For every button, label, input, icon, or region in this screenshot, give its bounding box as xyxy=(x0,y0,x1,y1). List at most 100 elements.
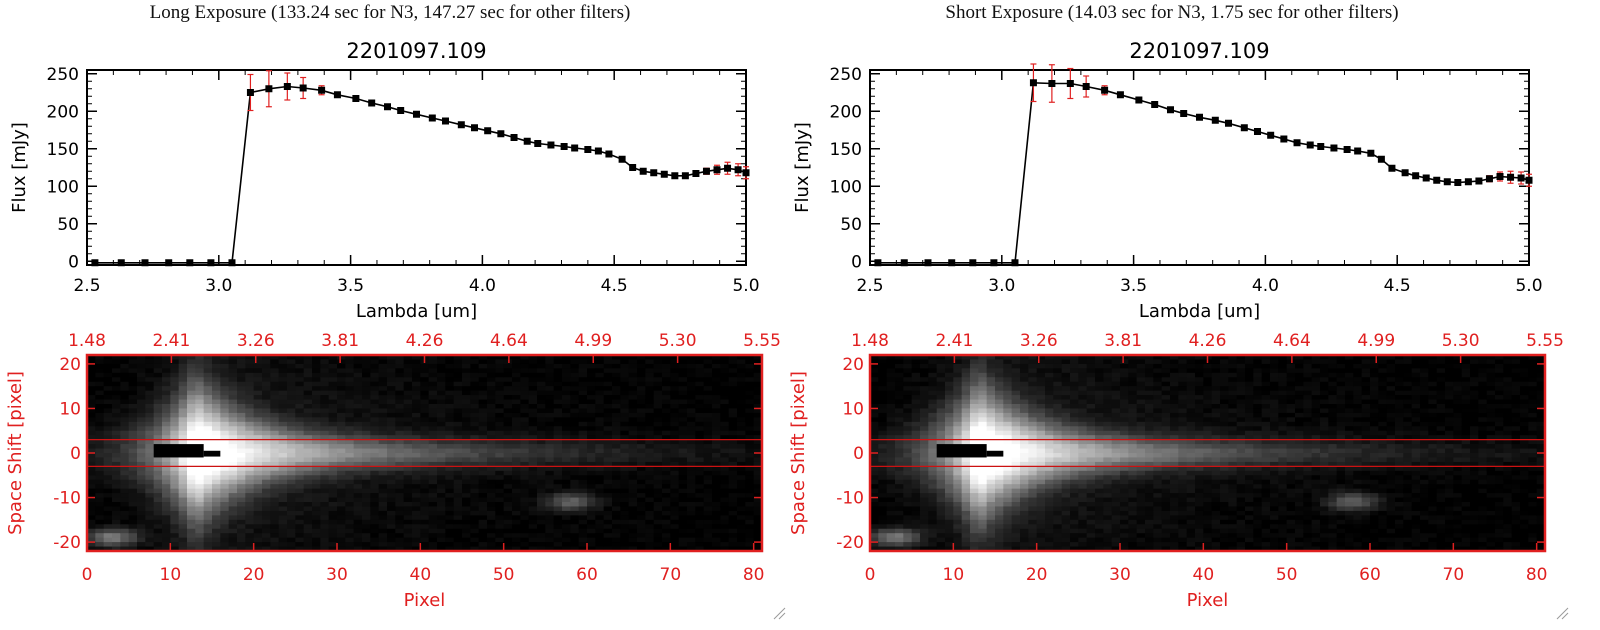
heatmap-cell xyxy=(870,368,879,374)
heatmap-cell xyxy=(553,444,563,450)
heatmap-cell xyxy=(720,386,730,392)
heatmap-cell xyxy=(562,355,571,361)
heatmap-cell xyxy=(587,475,596,481)
heatmap-cell xyxy=(1003,466,1013,472)
heatmap-cell xyxy=(237,444,246,450)
heatmap-cell xyxy=(970,381,979,387)
heatmap-cell xyxy=(662,457,671,463)
heatmap-cell xyxy=(412,470,421,476)
heatmap-cell xyxy=(503,524,513,530)
heatmap-cell xyxy=(428,484,438,490)
heatmap-cell xyxy=(995,408,1004,414)
heatmap-cell xyxy=(1003,488,1013,494)
heatmap-cell xyxy=(262,475,271,481)
heatmap-cell xyxy=(220,533,230,539)
heatmap-cell xyxy=(970,430,979,436)
heatmap-cell xyxy=(345,377,355,383)
heatmap-cell xyxy=(370,426,380,432)
heatmap-cell xyxy=(403,497,413,503)
heatmap-cell xyxy=(320,448,330,454)
heatmap-cell xyxy=(612,412,621,418)
heatmap-cell xyxy=(595,510,605,516)
heatmap-cell xyxy=(895,497,904,503)
heatmap-cell xyxy=(911,546,921,552)
heatmap-cell xyxy=(903,506,913,512)
data-point-marker xyxy=(724,164,732,172)
heatmap-cell xyxy=(278,417,288,423)
heatmap-cell xyxy=(103,546,113,552)
heatmap-cell xyxy=(528,519,538,525)
heatmap-cell xyxy=(353,493,363,499)
heatmap-cell xyxy=(961,528,971,534)
heatmap-cell xyxy=(662,519,671,525)
heatmap-cell xyxy=(886,519,896,525)
heatmap-cell xyxy=(745,457,755,463)
heatmap-cell xyxy=(162,519,171,525)
heatmap-cell xyxy=(445,497,455,503)
heatmap-cell xyxy=(953,381,963,387)
heatmap-cell xyxy=(903,528,913,534)
heatmap-cell xyxy=(553,381,563,387)
heatmap-cell xyxy=(362,363,371,369)
heatmap-cell xyxy=(603,484,613,490)
heatmap-cell xyxy=(562,395,571,401)
heatmap-cell xyxy=(945,359,954,365)
heatmap-cell xyxy=(453,506,463,512)
heatmap-cell xyxy=(1003,408,1013,414)
heatmap-cell xyxy=(620,479,630,485)
heatmap-cell xyxy=(687,386,696,392)
heatmap-cell xyxy=(320,390,330,396)
heatmap-cell xyxy=(503,421,513,427)
heatmap-cell xyxy=(745,395,755,401)
heatmap-cell xyxy=(662,390,671,396)
heatmap-cell xyxy=(95,497,105,503)
heatmap-cell xyxy=(745,408,755,414)
heatmap-cell xyxy=(703,546,713,552)
heatmap-cell xyxy=(986,457,996,463)
heatmap-cell xyxy=(237,435,246,441)
heatmap-cell xyxy=(903,404,913,410)
heatmap-cell xyxy=(945,461,954,467)
heatmap-cell xyxy=(120,470,130,476)
heatmap-cell xyxy=(653,421,663,427)
heatmap-cell xyxy=(528,484,538,490)
heatmap-cell xyxy=(287,404,296,410)
heatmap-cell xyxy=(895,426,904,432)
heatmap-cell xyxy=(728,408,738,414)
heatmap-cell xyxy=(270,510,280,516)
heatmap-cell xyxy=(470,542,480,548)
heatmap-cell xyxy=(295,363,305,369)
heatmap-cell xyxy=(928,386,938,392)
heatmap-cell xyxy=(978,355,988,361)
heatmap-cell xyxy=(303,448,313,454)
heatmap-cell xyxy=(545,444,555,450)
heatmap-cell xyxy=(503,363,513,369)
heatmap-cell xyxy=(603,448,613,454)
heatmap-cell xyxy=(412,399,421,405)
heatmap-cell xyxy=(428,355,438,361)
heatmap-cell xyxy=(128,412,138,418)
heatmap-cell xyxy=(128,355,138,361)
heatmap-cell xyxy=(695,510,705,516)
heatmap-cell xyxy=(745,466,755,472)
heatmap-cell xyxy=(428,542,438,548)
heatmap-cell xyxy=(437,430,446,436)
heatmap-cell xyxy=(170,408,180,414)
heatmap-cell xyxy=(662,461,671,467)
heatmap-cell xyxy=(212,408,221,414)
heatmap-cell xyxy=(503,475,513,481)
heatmap-cell xyxy=(470,412,480,418)
heatmap-cell xyxy=(737,479,746,485)
heatmap-cell xyxy=(512,439,521,445)
heatmap-cell xyxy=(478,408,488,414)
data-point-marker xyxy=(1135,96,1143,104)
heatmap-cell xyxy=(878,510,888,516)
heatmap-cell xyxy=(195,466,205,472)
heatmap-cell xyxy=(437,444,446,450)
heatmap-cell xyxy=(145,444,155,450)
heatmap-cell xyxy=(245,524,255,530)
heatmap-cell xyxy=(453,404,463,410)
heatmap-cell xyxy=(253,412,263,418)
heatmap-cell xyxy=(120,368,130,374)
heatmap-cell xyxy=(412,386,421,392)
